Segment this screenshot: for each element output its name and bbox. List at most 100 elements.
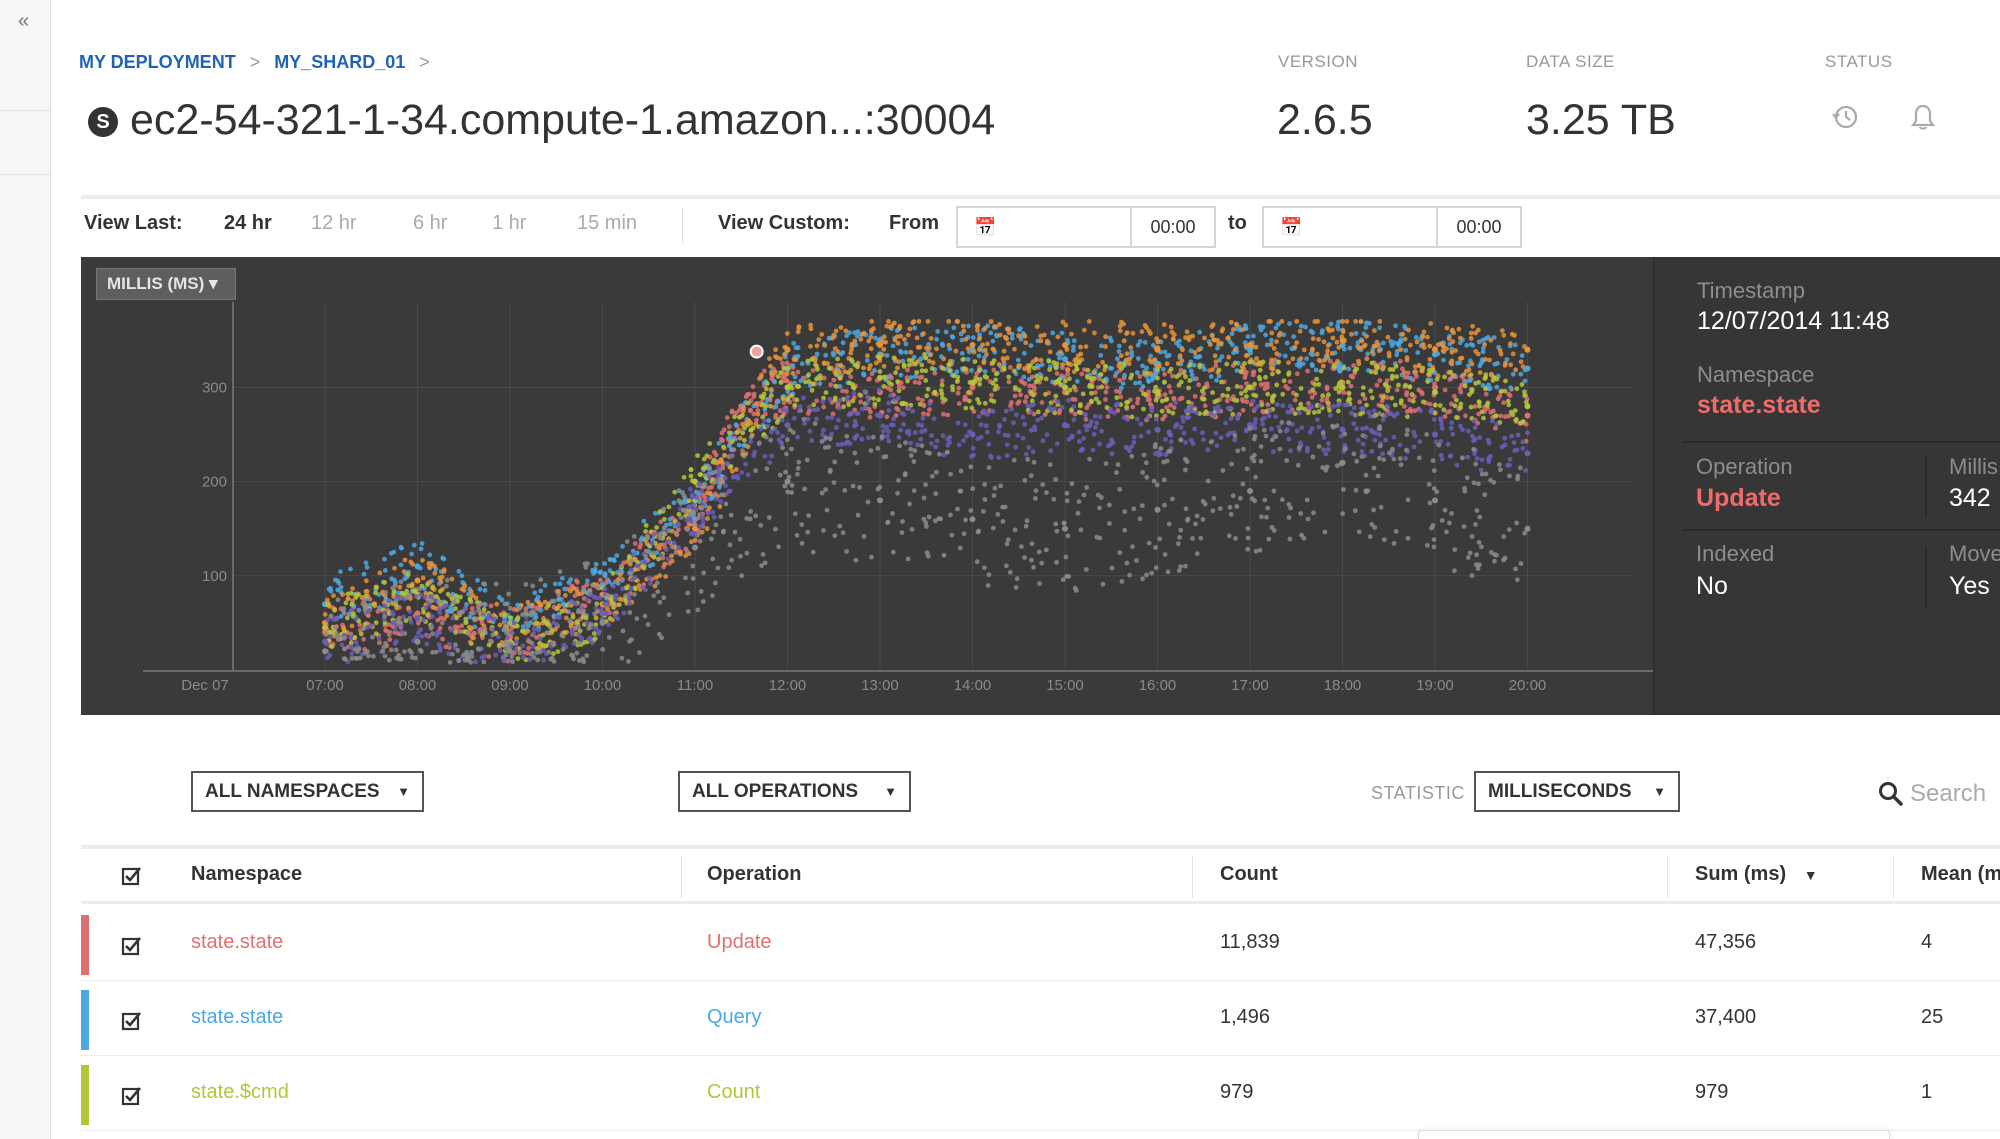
data-point [1442,414,1448,419]
data-point [1363,325,1369,330]
data-point [1325,348,1330,354]
range-option-12hr[interactable]: 12 hr [311,212,357,234]
data-point [341,635,347,641]
data-point [1043,547,1049,553]
data-point [1192,350,1198,355]
history-icon[interactable] [1830,102,1860,132]
data-point [762,560,768,566]
data-point [546,649,552,655]
data-point [1493,425,1498,431]
data-point [933,444,938,450]
data-point [911,488,917,494]
data-point [1013,444,1018,450]
statistic-selector[interactable]: MILLISECONDS ▼ [1474,771,1680,812]
data-point [1380,359,1386,365]
row-checkbox[interactable] [121,1010,143,1032]
unit-selector[interactable]: MILLIS (MS) ▾ [96,268,236,300]
from-date-field[interactable]: 📅 00:00 [956,206,1216,248]
data-point [882,374,888,380]
to-date-field[interactable]: 📅 00:00 [1262,206,1522,248]
data-point [899,410,905,416]
data-point [457,629,463,634]
data-point [605,601,611,606]
data-point [1071,384,1077,390]
bell-icon[interactable] [1908,102,1938,132]
from-time-field[interactable]: 00:00 [1130,208,1214,246]
search-input[interactable] [1910,776,2000,812]
column-header-sum[interactable]: Sum (ms) ▼ [1695,863,1818,886]
x-tick-label: 12:00 [769,677,807,694]
data-point [517,650,523,656]
data-point [1483,471,1489,477]
data-point [1228,511,1234,517]
data-point [1096,400,1102,405]
to-time-field[interactable]: 00:00 [1436,208,1520,246]
operation-value: Update [1696,484,1781,512]
range-option-1hr[interactable]: 1 hr [492,212,527,234]
data-point [328,634,334,639]
rail-divider [0,174,50,175]
data-point [933,518,938,524]
range-option-6hr[interactable]: 6 hr [413,212,448,234]
column-header-operation[interactable]: Operation [707,863,802,885]
data-point [1178,425,1184,430]
range-option-15min[interactable]: 15 min [577,212,638,234]
operation-cell[interactable]: Count [707,1081,761,1103]
data-point [1349,331,1354,337]
data-point [744,516,750,521]
data-point [514,617,520,623]
data-point [1225,393,1230,399]
data-point [961,438,966,444]
column-header-mean[interactable]: Mean (ms) [1921,863,2000,885]
breadcrumb-deployment[interactable]: MY DEPLOYMENT [79,52,236,72]
row-checkbox[interactable] [121,1085,143,1107]
data-point [739,573,745,579]
data-point [729,453,734,459]
data-point [1351,363,1356,368]
range-option-24hr[interactable]: 24 hr [224,212,272,234]
column-header-namespace[interactable]: Namespace [191,863,303,885]
data-point [1242,361,1247,366]
data-point [1028,409,1034,415]
data-point [1145,414,1151,420]
data-point [852,338,858,344]
data-point [918,436,924,442]
data-point [356,607,362,613]
data-point [1404,357,1410,363]
data-point [1153,545,1158,550]
row-checkbox[interactable] [121,935,143,957]
chevron-down-icon: ▼ [397,784,410,799]
operation-cell[interactable]: Query [707,1006,762,1028]
namespace-cell[interactable]: state.state [191,931,284,953]
data-point [1056,410,1062,416]
operation-cell[interactable]: Update [707,931,772,953]
data-point [1022,366,1027,372]
data-point [1149,570,1155,576]
data-point [1465,454,1470,460]
namespace-filter[interactable]: ALL NAMESPACES ▼ [191,771,424,812]
data-point [328,586,333,591]
data-point [1225,335,1230,341]
search-icon[interactable] [1877,780,1905,808]
data-point [1098,372,1104,377]
data-point [1155,367,1160,372]
data-point [784,478,791,485]
namespace-cell[interactable]: state.$cmd [191,1081,289,1103]
column-header-count[interactable]: Count [1220,863,1278,885]
data-point [555,649,561,655]
select-all-checkbox[interactable] [121,865,143,887]
namespace-cell[interactable]: state.state [191,1006,284,1028]
data-point [865,394,870,400]
data-point [1031,459,1037,465]
data-point [729,557,734,563]
data-point [506,591,511,597]
collapse-sidebar-icon[interactable]: « [18,10,30,32]
data-point [1415,350,1421,355]
breadcrumb-shard[interactable]: MY_SHARD_01 [274,52,406,72]
data-point [1444,529,1449,535]
data-point [669,553,674,559]
data-point [1107,502,1112,508]
operation-filter[interactable]: ALL OPERATIONS ▼ [678,771,911,812]
data-point [353,595,359,600]
data-point [1512,342,1518,348]
